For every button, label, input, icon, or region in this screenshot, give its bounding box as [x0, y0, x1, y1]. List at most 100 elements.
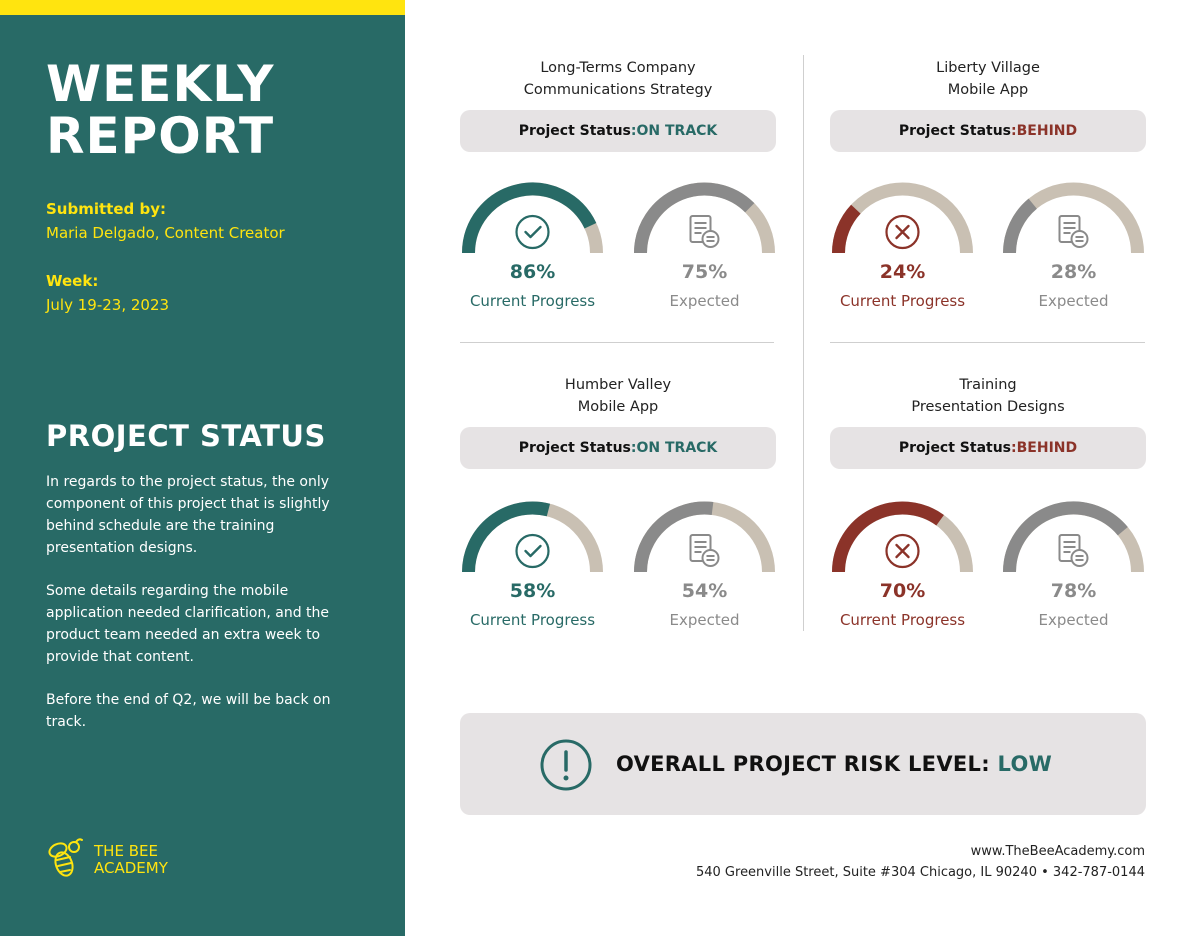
project-3-status-pill: Project Status: ON TRACK — [460, 427, 776, 469]
status-prefix: Project Status — [898, 123, 1012, 139]
project-1-expected-value: 75% — [681, 261, 728, 283]
project-3-current-gauge-arc — [462, 501, 603, 573]
report-title-line1: WEEKLY — [46, 55, 275, 113]
horizontal-divider-left — [460, 342, 774, 343]
project-3-title: Humber Valley Mobile App — [460, 374, 776, 418]
project-4-current-value: 70% — [879, 580, 926, 602]
exclamation-circle-icon — [540, 739, 592, 791]
project-4-title: Training Presentation Designs — [830, 374, 1146, 418]
status-paragraph-3: Before the end of Q2, we will be back on… — [46, 692, 331, 730]
project-4-current-gauge: 70% Current Progress — [830, 499, 975, 629]
project-status-heading: PROJECT STATUS — [46, 419, 326, 453]
submitted-by-value: Maria Delgado, Content Creator — [46, 224, 285, 242]
project-1-title-line2: Communications Strategy — [523, 82, 713, 98]
project-4-expected-gauge-arc — [1003, 501, 1144, 573]
project-4-expected-label: Expected — [1038, 611, 1109, 629]
horizontal-divider-right — [830, 342, 1145, 343]
gauge-fill — [832, 501, 944, 573]
project-2-expected-gauge: 28% Expected — [1001, 180, 1146, 310]
project-2-expected-value: 28% — [1050, 261, 1097, 283]
project-3-expected-label: Expected — [669, 611, 740, 629]
project-4-title-line2: Presentation Designs — [911, 399, 1065, 415]
check-circle-icon — [515, 533, 550, 569]
logo-text: THE BEE ACADEMY — [94, 843, 168, 877]
project-1-current-gauge: 86% Current Progress — [460, 180, 605, 310]
check-circle-icon — [515, 214, 550, 250]
project-1-status-value: ON TRACK — [636, 123, 718, 139]
project-1-status-pill: Project Status: ON TRACK — [460, 110, 776, 152]
project-2-current-gauge-arc — [832, 182, 973, 254]
sidebar-accent-bar — [0, 0, 405, 15]
project-2-title-line1: Liberty Village — [936, 60, 1040, 76]
project-3-expected-gauge: 54% Expected — [632, 499, 777, 629]
sidebar: WEEKLY REPORT Submitted by: Maria Delgad… — [0, 0, 405, 936]
document-icon — [1058, 534, 1089, 567]
gauge-fill — [634, 182, 755, 254]
week-value: July 19-23, 2023 — [46, 296, 170, 314]
project-4-current-gauge-arc — [832, 501, 973, 573]
project-3-title-line1: Humber Valley — [564, 377, 672, 393]
project-4-title-line1: Training — [959, 377, 1017, 393]
document-icon — [689, 534, 720, 567]
x-circle-icon — [885, 533, 920, 569]
project-2-title: Liberty Village Mobile App — [830, 57, 1146, 101]
status-prefix: Project Status — [518, 123, 631, 139]
project-3-current-value: 58% — [509, 580, 556, 602]
risk-level-text: OVERALL PROJECT RISK LEVEL: LOW — [616, 752, 1052, 776]
project-1-expected-label: Expected — [669, 292, 740, 310]
project-3-status-value: ON TRACK — [636, 440, 718, 456]
project-1-current-gauge-arc — [462, 182, 603, 254]
project-2-current-gauge: 24% Current Progress — [830, 180, 975, 310]
project-4-expected-gauge: 78% Expected — [1001, 499, 1146, 629]
project-4-expected-value: 78% — [1050, 580, 1097, 602]
project-3-expected-value: 54% — [681, 580, 728, 602]
project-1-current-label: Current Progress — [469, 292, 596, 310]
project-1-expected-gauge: 75% Expected — [632, 180, 777, 310]
risk-level-box — [460, 713, 1146, 815]
status-prefix: Project Status — [518, 440, 631, 456]
project-4-status-value: BEHIND — [1016, 440, 1078, 456]
project-1-current-value: 86% — [509, 261, 556, 283]
logo-line2: ACADEMY — [94, 859, 168, 877]
document-icon — [1058, 215, 1089, 248]
project-3-title-line2: Mobile App — [577, 399, 659, 415]
document-icon — [689, 215, 720, 248]
project-2-expected-label: Expected — [1038, 292, 1109, 310]
gauge-fill — [1003, 198, 1038, 254]
project-2-expected-gauge-arc — [1003, 182, 1144, 254]
project-2-status-pill: Project Status: BEHIND — [830, 110, 1146, 152]
report-title-line2: REPORT — [46, 107, 275, 165]
project-1-title: Long-Terms Company Communications Strateg… — [460, 57, 776, 101]
week-label: Week: — [46, 272, 99, 290]
gauge-fill — [462, 501, 551, 573]
risk-level-value: LOW — [997, 752, 1053, 776]
gauge-fill — [634, 501, 714, 573]
submitted-by-label: Submitted by: — [46, 200, 166, 218]
status-paragraph-1: In regards to the project status, the on… — [46, 474, 330, 556]
project-3-expected-gauge-arc — [634, 501, 775, 573]
project-2-status-value: BEHIND — [1016, 123, 1078, 139]
vertical-divider — [803, 55, 804, 631]
gauge-fill — [462, 182, 597, 254]
gauge-fill — [1003, 501, 1128, 573]
project-3-current-gauge: 58% Current Progress — [460, 499, 605, 629]
footer-address: 540 Greenville Street, Suite #304 Chicag… — [695, 865, 1145, 880]
project-4-status-pill: Project Status: BEHIND — [830, 427, 1146, 469]
status-prefix: Project Status — [898, 440, 1012, 456]
risk-level-label: OVERALL PROJECT RISK LEVEL: — [616, 752, 990, 776]
project-2-current-label: Current Progress — [839, 292, 966, 310]
project-1-expected-gauge-arc — [634, 182, 775, 254]
footer-website[interactable]: www.TheBeeAcademy.com — [970, 844, 1145, 859]
status-paragraph-2: Some details regarding the mobile applic… — [46, 583, 330, 665]
project-4-current-label: Current Progress — [839, 611, 966, 629]
bee-icon — [48, 838, 83, 877]
bee-academy-logo: THE BEE ACADEMY — [46, 838, 168, 882]
gauge-fill — [832, 204, 861, 254]
project-2-title-line2: Mobile App — [947, 82, 1029, 98]
x-circle-icon — [885, 214, 920, 250]
project-2-current-value: 24% — [879, 261, 926, 283]
report-title: WEEKLY REPORT — [46, 58, 275, 162]
logo-line1: THE BEE — [94, 842, 158, 860]
gauge-track — [832, 182, 973, 254]
project-1-title-line1: Long-Terms Company — [540, 60, 696, 76]
